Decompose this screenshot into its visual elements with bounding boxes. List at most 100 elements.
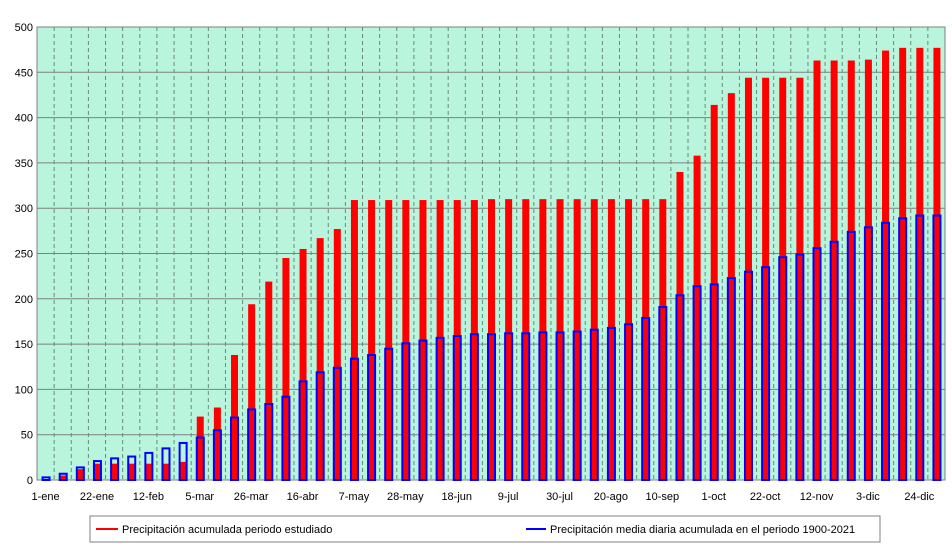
x-tick-label-16: 3-dic (856, 491, 880, 503)
bar-series-2-4 (110, 457, 120, 482)
bar-series-1-13 (265, 281, 273, 480)
x-tick-label-8: 18-jun (441, 491, 472, 503)
x-tick-label-15: 12-nov (800, 491, 834, 503)
bar-series-2-36 (658, 306, 668, 481)
bar-series-1-6 (145, 463, 153, 480)
x-tick-label-4: 26-mar (234, 491, 269, 503)
x-tick-label-0: 1-ene (31, 491, 59, 503)
y-tick-label-4: 200 (15, 294, 33, 306)
bar-series-2-11 (230, 416, 240, 481)
bar-series-1-15 (299, 248, 307, 480)
y-tick-label-2: 100 (15, 384, 33, 396)
bar-series-2-17 (332, 366, 342, 481)
y-tick-label-3: 150 (15, 339, 33, 351)
bar-series-1-51 (916, 47, 924, 480)
bar-series-1-4 (111, 463, 119, 480)
bar-series-1-50 (899, 47, 907, 480)
y-tick-label-5: 250 (15, 249, 33, 261)
bar-series-2-43 (778, 256, 788, 481)
bar-series-2-48 (863, 226, 873, 481)
y-tick-label-8: 400 (15, 113, 33, 125)
bar-series-1-36 (659, 199, 667, 480)
bar-series-1-26 (488, 199, 495, 480)
bar-series-2-41 (743, 270, 753, 481)
bar-series-2-30 (555, 331, 565, 481)
bar-series-1-37 (676, 171, 684, 480)
bars (41, 47, 942, 482)
bar-series-1-18 (350, 200, 358, 480)
bar-series-2-15 (298, 380, 308, 481)
legend-label-series-1: Precipitación acumulada periodo estudiad… (122, 524, 332, 536)
bar-series-1-38 (693, 155, 701, 481)
x-tick-label-13: 1-oct (701, 491, 725, 503)
bar-series-2-0 (41, 476, 51, 482)
x-tick-label-3: 5-mar (185, 491, 214, 503)
bar-series-1-33 (607, 199, 615, 480)
y-tick-label-1: 50 (21, 430, 33, 442)
bar-series-2-13 (264, 402, 274, 481)
bar-series-2-1 (58, 472, 68, 482)
x-tick-label-17: 24-dic (904, 491, 934, 503)
vertical-gridlines (53, 27, 929, 480)
bar-series-2-27 (504, 332, 514, 481)
bar-series-2-31 (572, 330, 582, 482)
bar-series-1-42 (762, 77, 770, 481)
bar-series-2-50 (898, 217, 908, 481)
bar-series-2-5 (127, 455, 137, 481)
bar-series-2-10 (212, 429, 222, 482)
bar-series-1-32 (590, 199, 598, 480)
y-tick-label-0: 0 (27, 475, 33, 487)
bar-series-2-45 (812, 247, 822, 481)
bar-series-2-46 (829, 240, 839, 481)
bar-series-2-14 (281, 395, 291, 482)
y-tick-label-9: 450 (15, 67, 33, 79)
bar-series-2-3 (92, 460, 102, 481)
bar-series-2-18 (349, 357, 359, 481)
y-axis-tick-labels: 0 50 100 150 200 250 300 350 400 450 500 (15, 22, 33, 487)
bar-series-1-14 (282, 258, 290, 480)
bar-series-1-48 (864, 59, 872, 481)
bar-series-1-25 (470, 200, 478, 480)
bar-series-2-40 (726, 277, 736, 481)
bar-series-1-7 (162, 463, 170, 480)
bar-series-1-43 (779, 77, 787, 481)
bar-series-2-23 (435, 336, 445, 481)
bar-series-1-52 (933, 47, 941, 480)
bar-series-2-29 (538, 331, 548, 481)
bar-series-2-52 (932, 214, 942, 482)
legend: Precipitación acumulada periodo estudiad… (89, 515, 881, 543)
bar-series-1-12 (248, 304, 256, 480)
bar-series-1-29 (539, 199, 547, 480)
x-tick-label-10: 30-jul (546, 491, 573, 503)
bar-series-1-1 (59, 475, 67, 480)
bar-series-2-34 (624, 323, 634, 481)
bar-series-1-2 (76, 469, 84, 480)
bar-series-2-19 (367, 354, 377, 482)
bar-series-1-44 (796, 77, 804, 481)
x-tick-label-1: 22-ene (80, 491, 114, 503)
bar-series-1-19 (368, 200, 376, 480)
x-tick-label-9: 9-jul (498, 491, 519, 503)
bar-series-2-16 (315, 371, 325, 481)
bar-series-2-37 (675, 294, 685, 481)
bar-series-2-20 (384, 347, 394, 481)
bar-series-1-34 (625, 199, 633, 480)
bar-series-2-6 (144, 451, 154, 482)
x-tick-label-14: 22-oct (750, 491, 781, 503)
bar-series-1-41 (744, 77, 752, 481)
bar-series-2-39 (709, 283, 719, 482)
bar-series-1-5 (128, 463, 136, 480)
bar-series-2-33 (606, 326, 616, 481)
bar-series-1-39 (710, 104, 718, 480)
bar-series-2-7 (161, 447, 171, 482)
bar-series-1-17 (333, 229, 341, 480)
legend-box (89, 515, 881, 543)
bar-series-2-44 (795, 253, 805, 481)
bar-series-2-42 (761, 266, 771, 481)
bar-series-2-25 (469, 333, 479, 481)
x-tick-label-6: 7-may (339, 491, 370, 503)
bar-series-1-10 (213, 407, 221, 480)
bar-series-2-2 (75, 466, 85, 482)
bar-series-2-12 (247, 408, 257, 481)
x-tick-label-2: 12-feb (133, 491, 164, 503)
